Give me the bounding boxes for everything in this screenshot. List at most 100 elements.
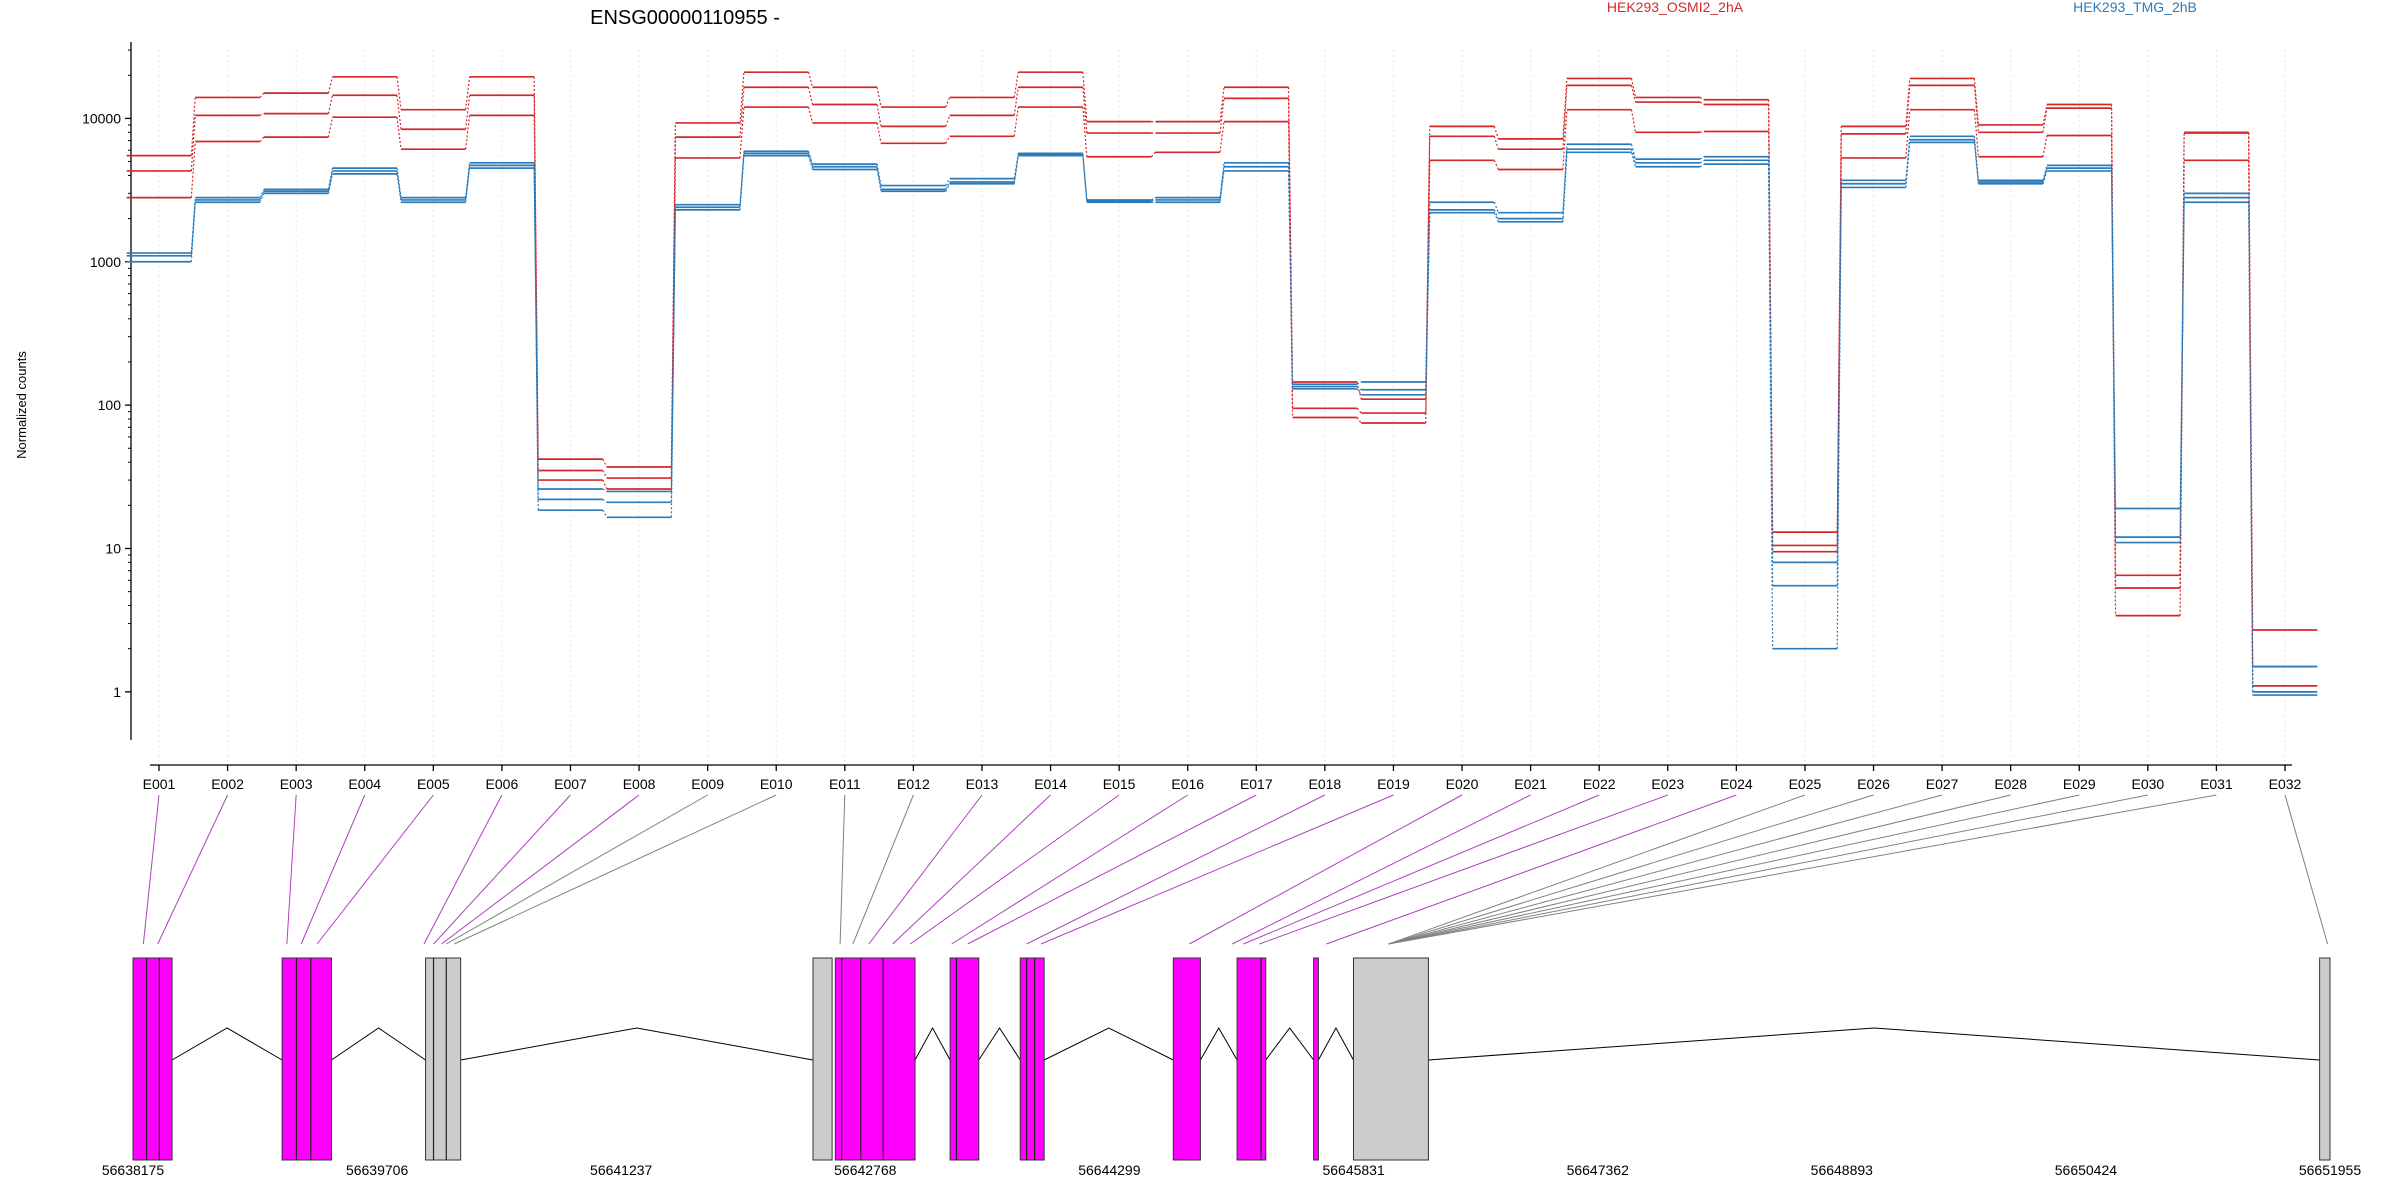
connector <box>1219 98 1225 134</box>
series-lines <box>126 71 2318 696</box>
connector <box>1013 106 1019 137</box>
connector <box>1219 87 1225 122</box>
exon-link <box>142 794 160 945</box>
connector <box>396 117 402 150</box>
connector <box>2042 104 2048 126</box>
connector <box>1356 388 1362 396</box>
y-tick-label: 100 <box>98 397 122 413</box>
exon-link <box>157 794 229 945</box>
connector <box>1973 142 1979 184</box>
legend-entry-tmg: HEK293_TMG_2hB <box>2073 0 2197 15</box>
connector <box>602 498 608 503</box>
connector <box>2042 135 2048 157</box>
exon-link <box>839 794 846 945</box>
connector <box>327 117 334 138</box>
connector <box>602 458 608 468</box>
gene-coordinate-labels: 56638175 56639706 56641237 56642768 56644299… <box>102 1162 2362 1178</box>
connector <box>1493 202 1499 213</box>
exon-link <box>1388 794 1874 945</box>
connector <box>2042 165 2048 181</box>
exon-link <box>1388 794 1943 945</box>
connector <box>2179 197 2185 538</box>
connector <box>1905 109 1911 158</box>
connector <box>259 113 265 116</box>
connector <box>2042 107 2048 133</box>
connector <box>327 173 334 194</box>
connector <box>1013 87 1019 116</box>
x-tick-label: E020 <box>1446 776 1479 792</box>
connector <box>465 76 471 110</box>
exon-link <box>446 794 708 945</box>
connector <box>396 95 402 130</box>
connector <box>1356 407 1362 414</box>
connector <box>259 92 265 98</box>
connector <box>190 115 196 171</box>
series-0-1 <box>126 84 2318 668</box>
y-tick-label: 1000 <box>90 254 121 270</box>
intron-line <box>978 1027 1021 1061</box>
x-tick-label: E023 <box>1651 776 1684 792</box>
connector <box>396 76 402 110</box>
coding-exon <box>834 957 916 1161</box>
coding-exon <box>132 957 173 1161</box>
exon-link <box>300 794 366 945</box>
y-axis-label: Normalized counts <box>14 351 29 459</box>
connector <box>807 155 814 170</box>
connector <box>396 168 402 198</box>
intron-line <box>460 1027 814 1061</box>
x-tick-label: E004 <box>348 776 381 792</box>
exon-link <box>1232 794 1531 945</box>
exon-link <box>423 794 503 945</box>
exon-link <box>1388 794 1806 945</box>
connector <box>1082 107 1088 157</box>
x-tick-label: E031 <box>2200 776 2233 792</box>
y-tick-label: 10000 <box>82 110 121 126</box>
connector <box>396 173 402 203</box>
connector <box>1356 417 1362 424</box>
x-tick-label: E027 <box>1926 776 1959 792</box>
intron-line <box>1428 1027 2320 1061</box>
exon-link <box>868 794 983 945</box>
connector <box>1630 144 1637 160</box>
connector <box>945 136 951 144</box>
x-tick-label: E022 <box>1583 776 1616 792</box>
connector <box>739 72 745 123</box>
exon-link <box>1388 794 2011 945</box>
intron-line <box>914 1026 951 1061</box>
exon-link <box>1040 794 1394 945</box>
exon-link <box>286 794 297 945</box>
connector <box>602 488 608 492</box>
connector <box>259 193 265 203</box>
connector <box>945 178 951 186</box>
exon-link <box>1026 794 1326 945</box>
exon-link <box>909 794 1120 945</box>
connector <box>1562 144 1568 213</box>
connector <box>1630 78 1637 98</box>
connector <box>807 87 814 105</box>
connector <box>2110 170 2117 543</box>
connector <box>1356 381 1362 385</box>
intron-line <box>171 1027 283 1061</box>
x-tick-label: E012 <box>897 776 930 792</box>
coding-exon <box>949 957 980 1161</box>
connector <box>1699 101 1705 106</box>
legend-entry-osmi2: HEK293_OSMI2_2hA <box>1607 0 1744 15</box>
connector <box>876 87 882 108</box>
connector <box>1013 154 1019 183</box>
connector <box>259 189 265 198</box>
exon-link <box>1388 794 2148 945</box>
connector <box>602 479 608 490</box>
connector <box>1836 187 1842 649</box>
chart-title: ENSG00000110955 - <box>590 7 780 29</box>
connector <box>945 115 951 127</box>
x-tick-label: E006 <box>486 776 519 792</box>
exon-link <box>1243 794 1600 945</box>
connector <box>945 97 951 108</box>
connector <box>465 115 471 150</box>
intron-line <box>1199 1026 1238 1061</box>
x-tick-label: E009 <box>691 776 724 792</box>
y-tick-label: 10 <box>105 540 121 556</box>
series-1-2 <box>126 141 2318 696</box>
intron-line <box>1043 1027 1174 1061</box>
noncoding-exon <box>1352 957 1429 1161</box>
